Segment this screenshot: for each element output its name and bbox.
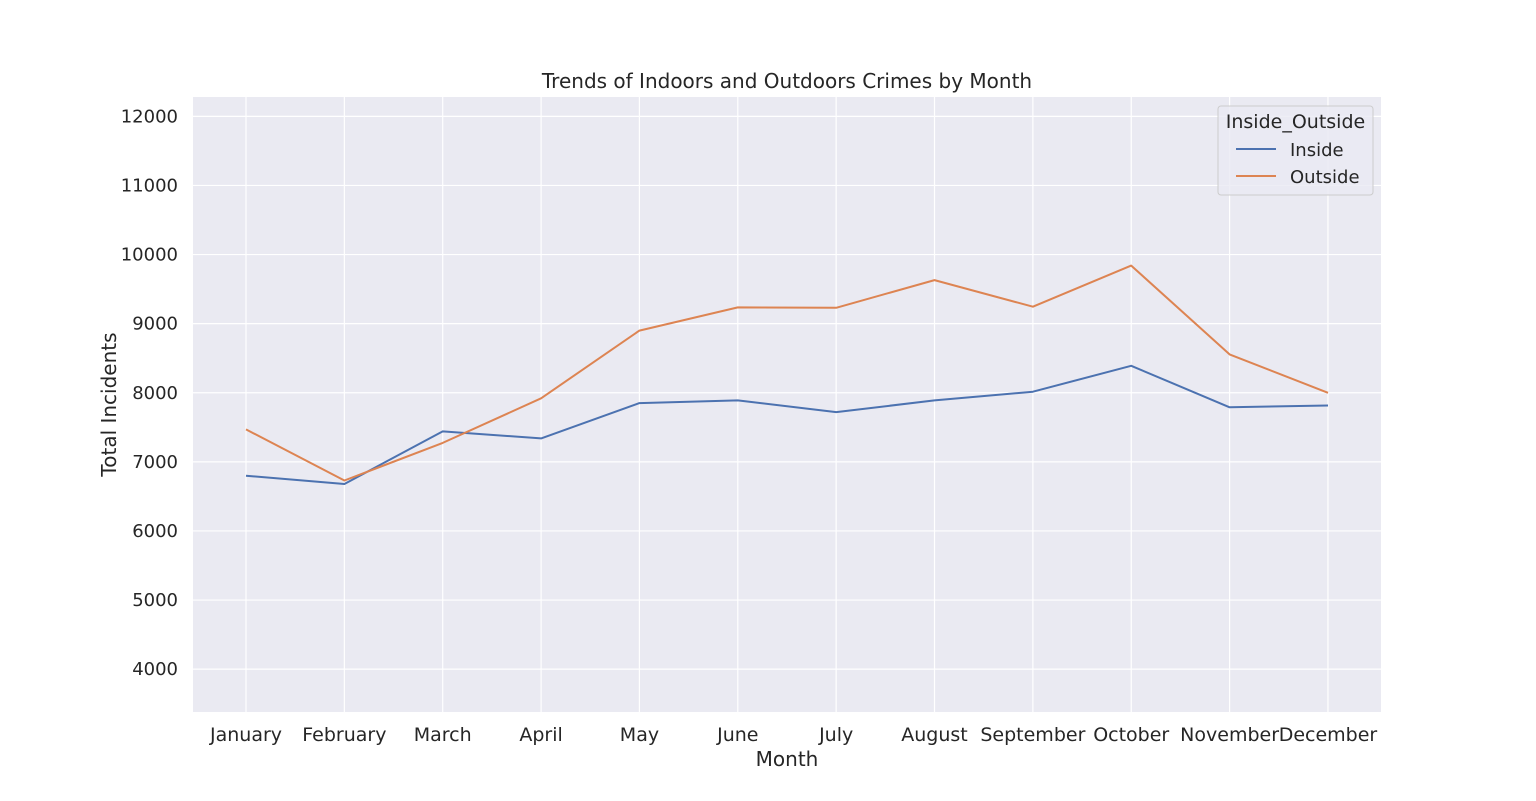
y-tick-label: 8000 <box>132 383 178 404</box>
y-axis-label: Total Incidents <box>97 332 121 477</box>
gridlines <box>193 97 1381 712</box>
series-line-outside <box>245 264 1329 482</box>
y-tick-label: 11000 <box>121 175 178 196</box>
x-tick-label: June <box>716 724 758 746</box>
y-tick-labels: 4000 5000 6000 7000 8000 9000 10000 11000 12000 <box>121 106 178 680</box>
y-tick-label: 10000 <box>121 245 178 266</box>
y-tick-label: 7000 <box>132 452 178 473</box>
x-tick-label: November <box>1180 724 1279 746</box>
x-tick-label: January <box>209 724 282 746</box>
chart-title: Trends of Indoors and Outdoors Crimes by… <box>541 69 1032 93</box>
legend-box <box>1217 105 1374 196</box>
x-tick-label: March <box>414 724 472 746</box>
legend-label-outside: Outside <box>1290 167 1360 188</box>
y-tick-label: 6000 <box>132 521 178 542</box>
series-line-inside <box>245 364 1329 485</box>
y-tick-label: 9000 <box>132 314 178 335</box>
x-tick-label: April <box>519 724 562 746</box>
x-axis-label: Month <box>756 747 819 771</box>
x-tick-label: May <box>620 724 659 746</box>
y-tick-label: 12000 <box>121 106 178 127</box>
x-tick-label: August <box>901 724 968 746</box>
x-tick-label: February <box>302 724 386 746</box>
legend-title: Inside_Outside <box>1226 111 1365 133</box>
legend-label-inside: Inside <box>1290 140 1344 161</box>
plot-area <box>193 97 1381 712</box>
x-tick-label: July <box>818 724 853 746</box>
series-lines <box>245 264 1329 485</box>
legend: Inside_Outside Inside Outside <box>1217 105 1374 196</box>
y-tick-label: 4000 <box>132 659 178 680</box>
y-tick-label: 5000 <box>132 590 178 611</box>
x-tick-label: October <box>1093 724 1169 746</box>
x-tick-label: December <box>1279 724 1378 746</box>
x-tick-labels: January February March April May June July Augu… <box>209 724 1377 746</box>
x-tick-label: September <box>980 724 1085 746</box>
